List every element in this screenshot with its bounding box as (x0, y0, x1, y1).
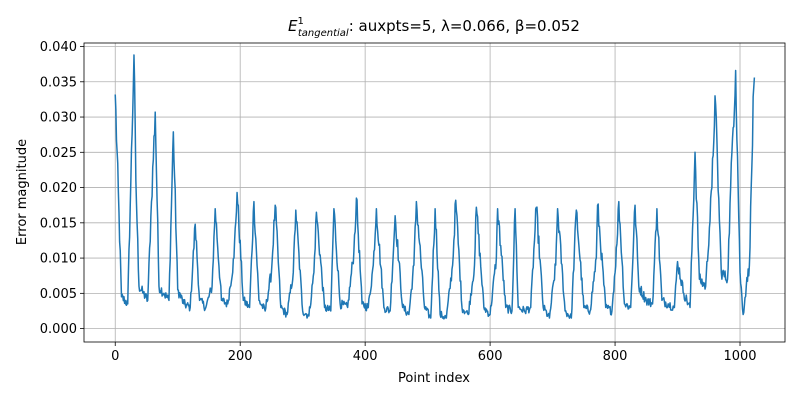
title-subscript: tangential (298, 28, 349, 39)
chart-title: E1 tangential: auxpts=5, λ=0.066, β=0.052 (288, 16, 580, 39)
y-tick-label: 0.040 (40, 40, 77, 55)
y-tick-label: 0.020 (40, 181, 77, 196)
y-tick-label: 0.015 (40, 216, 77, 231)
y-tick-label: 0.010 (40, 252, 77, 267)
plot-frame (83, 42, 786, 343)
y-axis-label: Error magnitude (15, 139, 30, 245)
x-tick-label: 200 (228, 349, 253, 364)
x-tick-label: 1000 (723, 349, 756, 364)
y-tick-label: 0.000 (40, 322, 77, 337)
grid-lines (84, 43, 785, 342)
y-axis-ticks: 0.000 0.005 0.010 0.015 0.020 0.025 0.030 0.035… (40, 40, 84, 337)
x-axis-label: Point index (398, 371, 470, 386)
x-tick-label: 0 (111, 349, 119, 364)
y-tick-label: 0.030 (40, 111, 77, 126)
error-series-line (114, 54, 756, 320)
title-superscript: 1 (297, 16, 303, 27)
x-tick-label: 800 (603, 349, 628, 364)
y-tick-label: 0.025 (40, 146, 77, 161)
title-rest: : auxpts=5, λ=0.066, β=0.052 (349, 17, 580, 35)
title-main: E (288, 17, 298, 35)
y-tick-label: 0.035 (40, 75, 77, 90)
x-tick-label: 600 (478, 349, 503, 364)
y-tick-label: 0.005 (40, 287, 77, 302)
x-tick-label: 400 (353, 349, 378, 364)
x-axis-ticks: 0 200 400 600 800 1000 (111, 342, 757, 364)
series-error (114, 54, 756, 320)
